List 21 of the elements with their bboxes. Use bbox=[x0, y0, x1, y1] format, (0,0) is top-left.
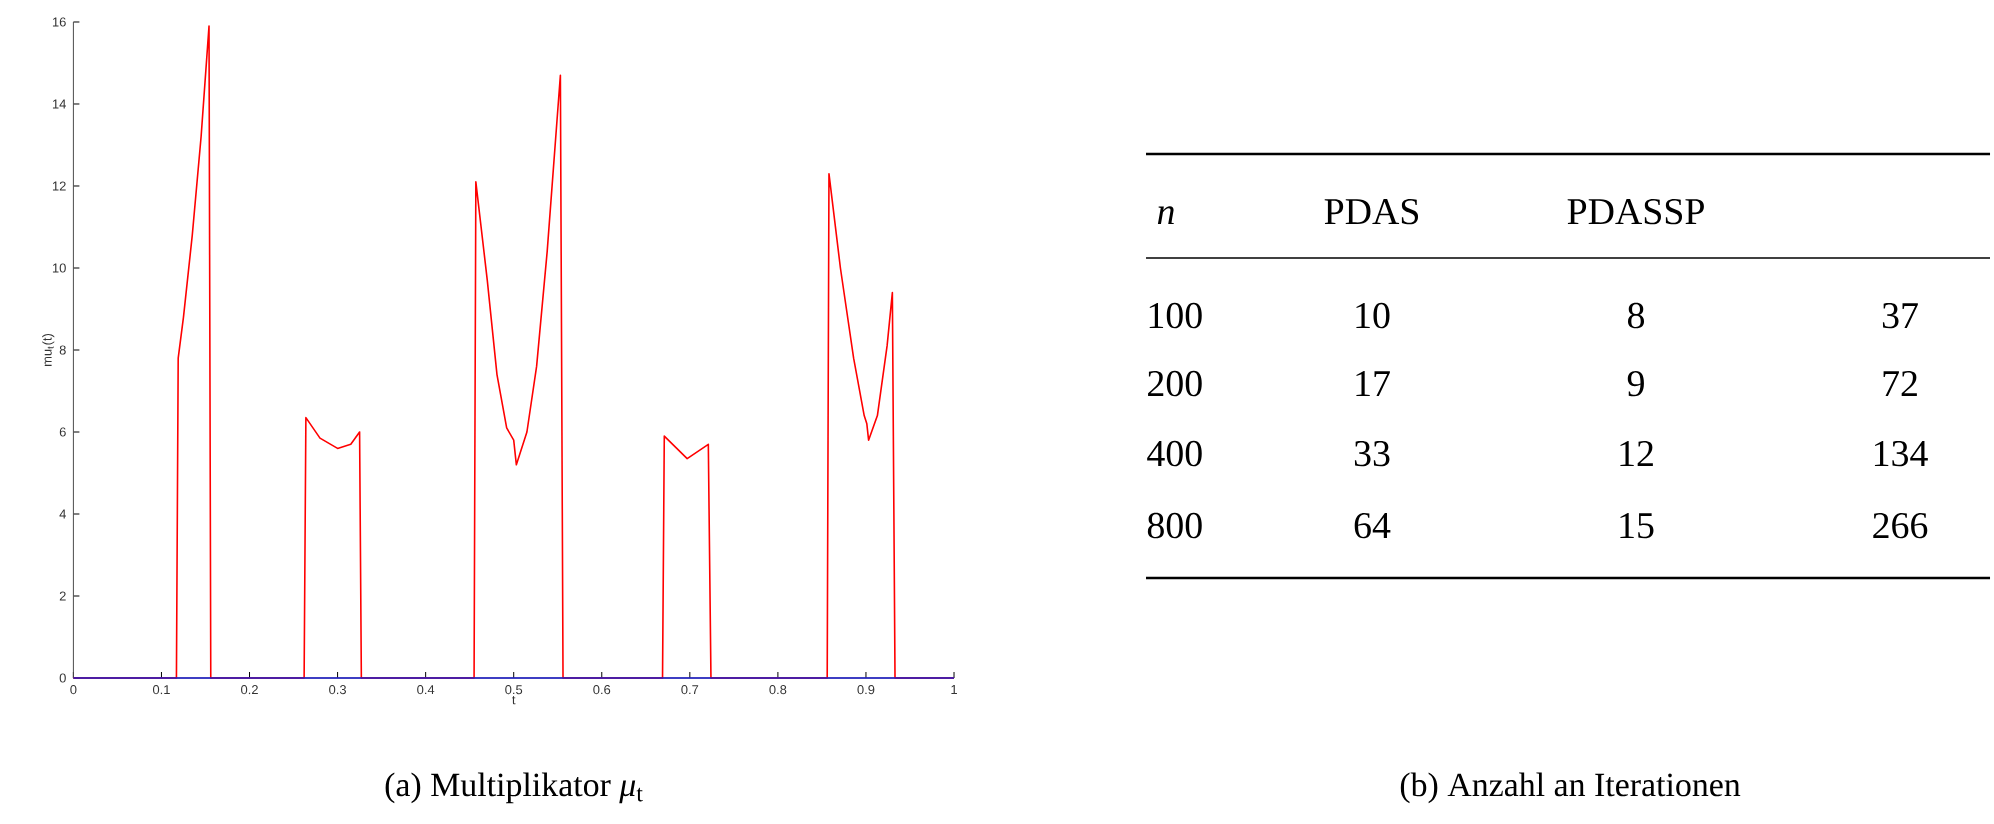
text: 64 bbox=[1354, 512, 1391, 539]
text: 10 bbox=[1356, 302, 1390, 329]
text: 134 bbox=[1874, 440, 1928, 467]
text: 266 bbox=[1873, 512, 1928, 539]
category-label: 100 bbox=[1149, 302, 1202, 329]
text: 72 bbox=[1883, 370, 1917, 396]
text: 9 bbox=[1627, 370, 1644, 397]
text: 8 bbox=[1627, 302, 1645, 329]
text: n bbox=[1157, 206, 1174, 224]
category-label: PDASSP bbox=[1567, 198, 1704, 225]
text: 17 bbox=[1356, 371, 1390, 396]
category-label: PDAS bbox=[1324, 198, 1419, 225]
text: 15 bbox=[1620, 513, 1654, 539]
text: (b) Anzahl an Iterationen bbox=[1400, 772, 1741, 804]
text: (a) Multiplikator μ$_{t}$ bbox=[385, 772, 643, 804]
category-label: 800 bbox=[1147, 512, 1202, 539]
text: 33 bbox=[1354, 440, 1390, 467]
text: 12 bbox=[1620, 440, 1653, 466]
category-label: 200 bbox=[1148, 370, 1202, 397]
text: 37 bbox=[1882, 302, 1918, 329]
category-label: 400 bbox=[1147, 440, 1202, 467]
